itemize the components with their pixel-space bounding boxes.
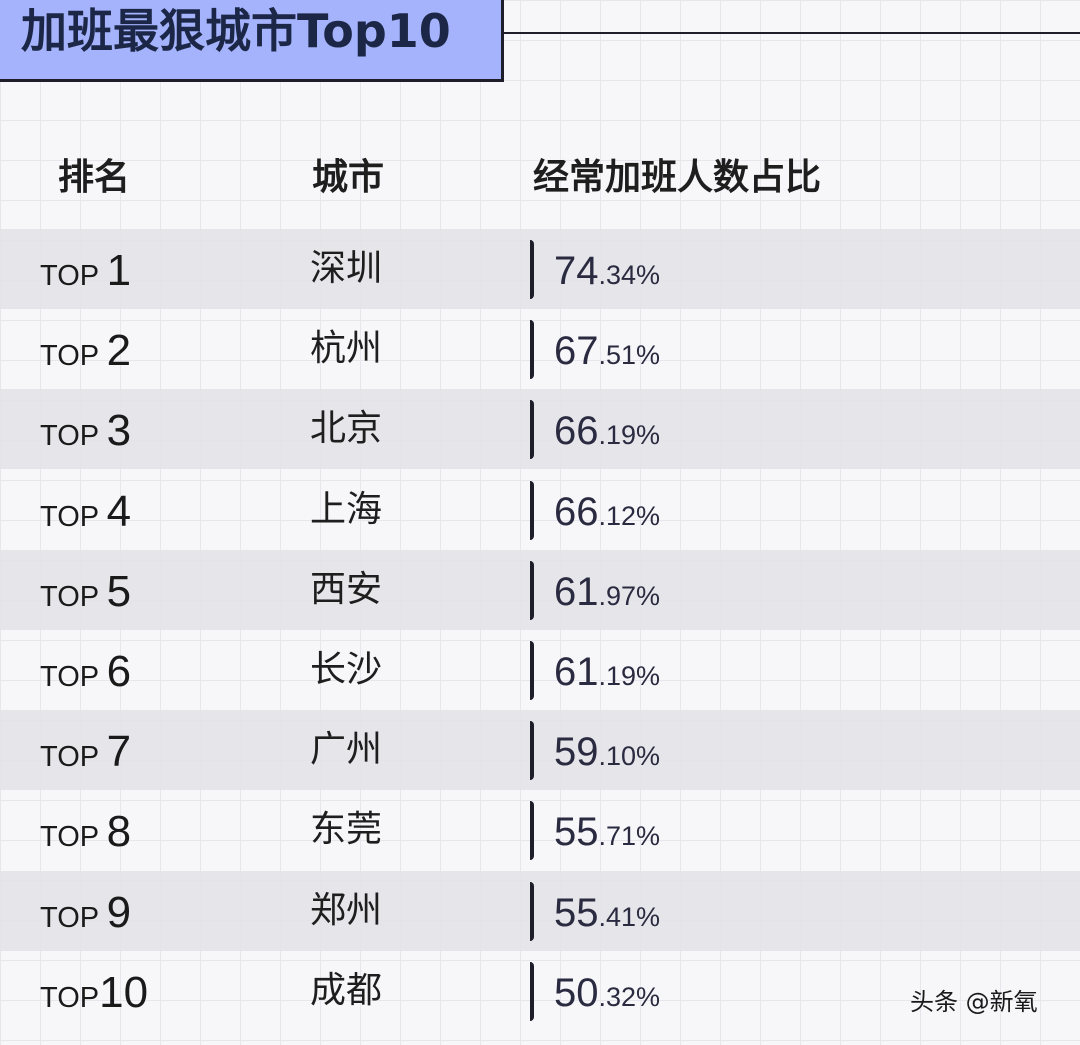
value-decimal: .10% — [598, 741, 661, 772]
table-row: TOP 3 北京 66.19% — [0, 389, 1080, 470]
rank-label: TOP 3 — [40, 389, 131, 469]
city-name: 深圳 — [310, 248, 383, 289]
value-bar: 61.19% — [530, 641, 660, 700]
value-integer: 61 — [554, 569, 599, 614]
value-label: 61.19% — [554, 643, 660, 697]
rank-label: TOP 2 — [40, 309, 131, 389]
value-label: 59.10% — [554, 723, 660, 777]
value-decimal: .97% — [598, 580, 661, 611]
value-label: 66.12% — [554, 483, 660, 537]
table-row: TOP 8 东莞 55.71% — [0, 790, 1080, 870]
chart-title: 加班最狠城市Top10 — [21, 4, 451, 58]
rank-prefix: TOP — [40, 500, 107, 533]
city-name: 杭州 — [310, 328, 383, 370]
value-bar: 74.34% — [530, 240, 660, 299]
value-decimal: .19% — [598, 661, 661, 691]
value-decimal: .32% — [598, 981, 661, 1012]
value-label: 74.34% — [554, 242, 660, 296]
rank-number: 10 — [99, 967, 149, 1017]
value-bar: 55.71% — [530, 801, 660, 861]
table-row: TOP 2 杭州 67.51% — [0, 309, 1080, 389]
city-name: 北京 — [310, 408, 383, 450]
watermark: 头条 @新氧 — [910, 988, 1038, 1016]
value-decimal: .41% — [598, 901, 661, 932]
table-row: TOP10 成都 50.32% — [0, 951, 1080, 1031]
value-label: 66.19% — [554, 402, 660, 456]
city-name: 东莞 — [310, 809, 383, 851]
rank-label: TOP 7 — [40, 710, 131, 790]
table-row: TOP 1 深圳 74.34% — [0, 229, 1080, 309]
value-label: 67.51% — [554, 322, 660, 376]
value-label: 55.41% — [554, 884, 660, 938]
table-row: TOP 4 上海 66.12% — [0, 470, 1080, 550]
value-bar: 50.32% — [530, 961, 660, 1021]
rank-prefix: TOP — [40, 981, 100, 1014]
rank-prefix: TOP — [40, 420, 107, 453]
rank-number: 6 — [106, 647, 132, 696]
value-integer: 59 — [554, 730, 599, 775]
rank-prefix: TOP — [40, 340, 107, 373]
rank-number: 5 — [106, 566, 132, 616]
rank-label: TOP 4 — [40, 470, 131, 550]
value-decimal: .19% — [598, 420, 661, 451]
header-rank: 排名 — [58, 157, 131, 198]
table-row: TOP 6 长沙 61.19% — [0, 630, 1080, 710]
rank-number: 4 — [106, 486, 132, 536]
rank-prefix: TOP — [40, 741, 107, 774]
table-row: TOP 9 郑州 55.41% — [0, 870, 1080, 951]
value-integer: 74 — [554, 249, 599, 293]
value-decimal: .51% — [598, 340, 661, 371]
value-bar: 59.10% — [530, 721, 660, 781]
rank-label: TOP 6 — [40, 630, 131, 710]
value-label: 50.32% — [554, 964, 660, 1018]
value-label: 61.97% — [554, 563, 660, 617]
rank-number: 8 — [106, 807, 132, 857]
value-integer: 61 — [554, 650, 599, 694]
title-banner: 加班最狠城市Top10 — [0, 0, 504, 82]
value-bar: 55.41% — [530, 881, 660, 941]
rank-label: TOP 9 — [40, 871, 131, 951]
city-name: 成都 — [310, 969, 383, 1011]
value-bar: 66.19% — [530, 400, 660, 460]
rank-label: TOP 1 — [40, 229, 131, 309]
rank-number: 1 — [106, 246, 132, 295]
value-decimal: .71% — [598, 821, 661, 852]
value-label: 55.71% — [554, 803, 660, 857]
value-integer: 50 — [554, 970, 599, 1015]
rank-prefix: TOP — [40, 821, 107, 854]
value-integer: 67 — [554, 329, 599, 374]
value-bar: 67.51% — [530, 320, 660, 380]
city-name: 上海 — [310, 488, 383, 530]
rank-label: TOP10 — [40, 951, 148, 1031]
rank-prefix: TOP — [40, 580, 107, 613]
rank-label: TOP 8 — [40, 790, 131, 870]
title-rule — [504, 32, 1080, 34]
value-bar: 66.12% — [530, 480, 660, 540]
rank-prefix: TOP — [40, 901, 107, 934]
city-name: 长沙 — [310, 649, 383, 690]
table-row: TOP 5 西安 61.97% — [0, 549, 1080, 630]
value-bar: 61.97% — [530, 560, 660, 620]
rank-number: 2 — [106, 326, 132, 376]
rank-label: TOP 5 — [40, 550, 131, 630]
rank-number: 3 — [106, 406, 132, 456]
city-name: 郑州 — [310, 889, 383, 931]
rank-prefix: TOP — [40, 260, 107, 292]
value-integer: 55 — [554, 890, 599, 935]
city-name: 广州 — [310, 729, 383, 771]
table-row: TOP 7 广州 59.10% — [0, 710, 1080, 791]
value-integer: 55 — [554, 810, 599, 855]
header-city: 城市 — [312, 157, 385, 198]
value-decimal: .34% — [598, 260, 661, 290]
header-ratio: 经常加班人数占比 — [533, 157, 822, 198]
rank-prefix: TOP — [40, 661, 107, 693]
value-integer: 66 — [554, 409, 599, 454]
rank-number: 9 — [106, 887, 132, 937]
city-name: 西安 — [310, 568, 383, 610]
value-decimal: .12% — [598, 500, 661, 531]
value-integer: 66 — [554, 489, 599, 534]
rank-number: 7 — [106, 727, 132, 777]
